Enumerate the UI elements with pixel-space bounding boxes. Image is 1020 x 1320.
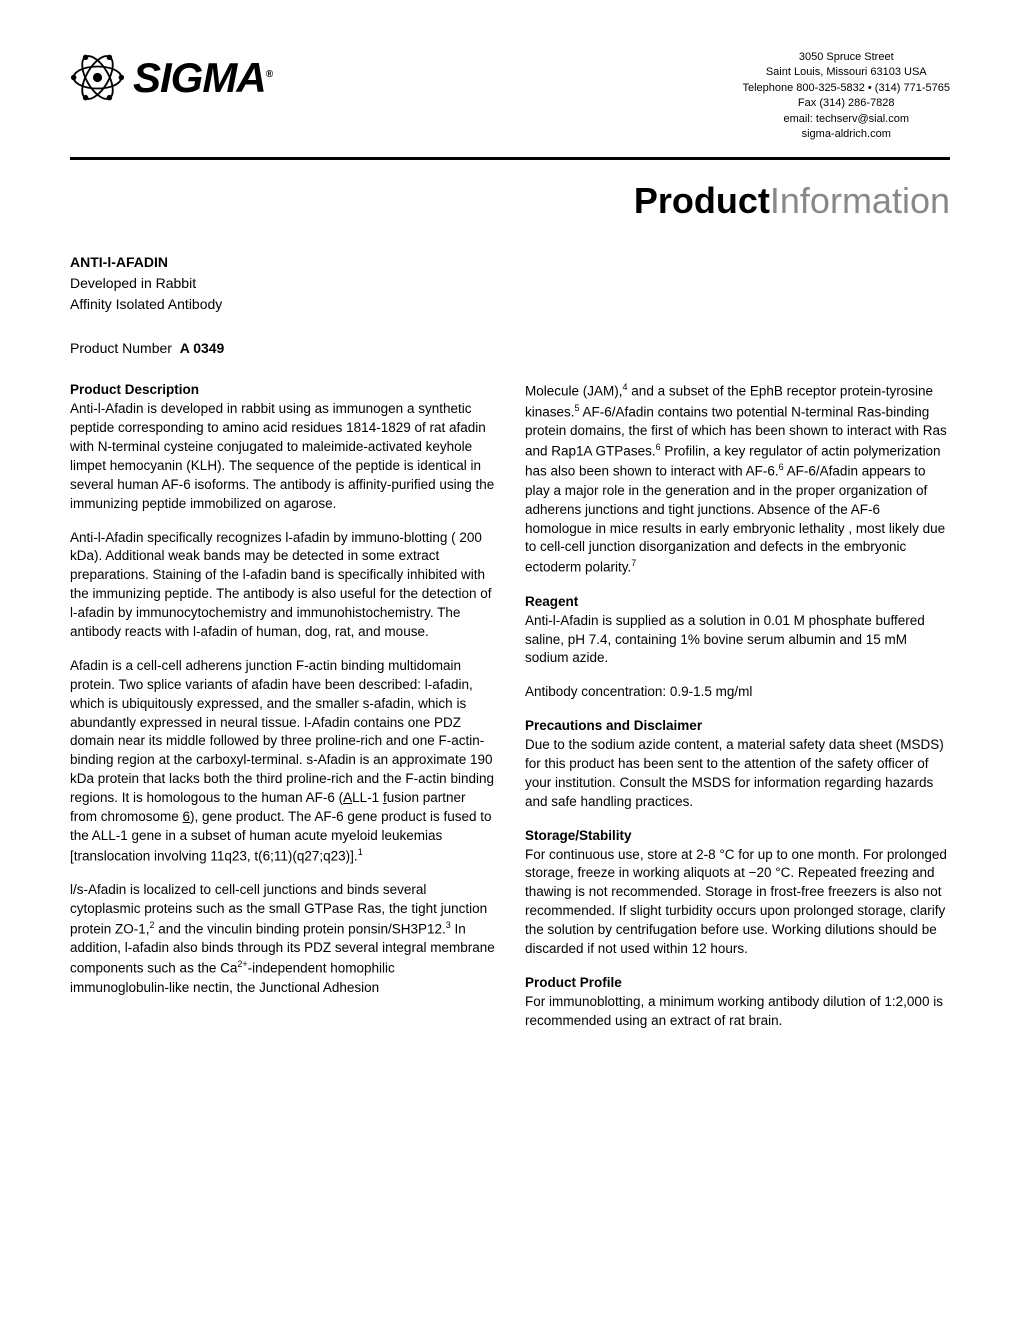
heading-reagent: Reagent xyxy=(525,593,950,612)
contact-info: 3050 Spruce Street Saint Louis, Missouri… xyxy=(742,50,950,142)
contact-email: email: techserv@sial.com xyxy=(742,112,950,127)
product-header: ANTI-l-AFADIN Developed in Rabbit Affini… xyxy=(70,252,950,315)
logo-text: SIGMA® xyxy=(133,54,272,102)
heading-storage: Storage/Stability xyxy=(525,827,950,846)
para-reagent: Anti-l-Afadin is supplied as a solution … xyxy=(525,612,950,669)
product-number-label: Product Number xyxy=(70,340,172,356)
heading-description: Product Description xyxy=(70,381,495,400)
product-name: ANTI-l-AFADIN xyxy=(70,252,950,273)
para-continued: Molecule (JAM),4 and a subset of the Eph… xyxy=(525,381,950,577)
sigma-logo-icon xyxy=(70,50,125,105)
heading-profile: Product Profile xyxy=(525,974,950,993)
para-description-4: l/s-Afadin is localized to cell-cell jun… xyxy=(70,881,495,997)
page-header: SIGMA® 3050 Spruce Street Saint Louis, M… xyxy=(70,50,950,160)
para-precautions: Due to the sodium azide content, a mater… xyxy=(525,736,950,812)
para-description-3: Afadin is a cell-cell adherens junction … xyxy=(70,657,495,866)
title-bold: Product xyxy=(634,180,770,221)
column-right: Molecule (JAM),4 and a subset of the Eph… xyxy=(525,381,950,1030)
product-line1: Developed in Rabbit xyxy=(70,273,950,294)
para-storage: For continuous use, store at 2-8 °C for … xyxy=(525,846,950,959)
contact-website: sigma-aldrich.com xyxy=(742,127,950,142)
para-profile: For immunoblotting, a minimum working an… xyxy=(525,993,950,1031)
title-light: Information xyxy=(770,180,950,221)
product-number-value: A 0349 xyxy=(180,340,225,356)
contact-fax: Fax (314) 286-7828 xyxy=(742,96,950,111)
column-left: Product Description Anti-l-Afadin is dev… xyxy=(70,381,495,1030)
product-number: Product Number A 0349 xyxy=(70,340,950,356)
para-concentration: Antibody concentration: 0.9-1.5 mg/ml xyxy=(525,683,950,702)
product-line2: Affinity Isolated Antibody xyxy=(70,294,950,315)
contact-address2: Saint Louis, Missouri 63103 USA xyxy=(742,65,950,80)
logo-section: SIGMA® xyxy=(70,50,272,105)
page-title: ProductInformation xyxy=(70,180,950,222)
contact-address1: 3050 Spruce Street xyxy=(742,50,950,65)
content-columns: Product Description Anti-l-Afadin is dev… xyxy=(70,381,950,1030)
para-description-1: Anti-l-Afadin is developed in rabbit usi… xyxy=(70,400,495,513)
para-description-2: Anti-l-Afadin specifically recognizes l-… xyxy=(70,529,495,642)
contact-phone: Telephone 800-325-5832 • (314) 771-5765 xyxy=(742,81,950,96)
heading-precautions: Precautions and Disclaimer xyxy=(525,717,950,736)
